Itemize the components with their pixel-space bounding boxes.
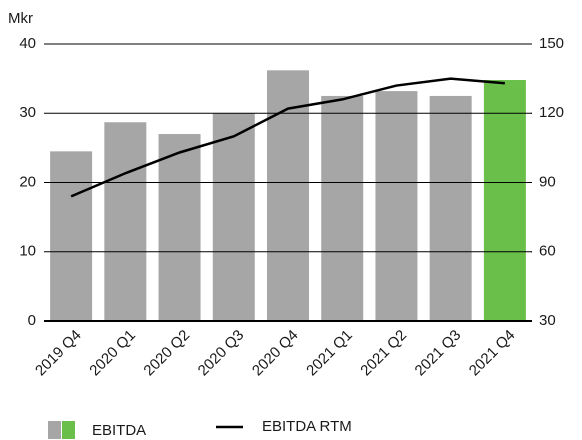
y-axis-label: Mkr: [8, 10, 33, 27]
y2-tick-label: 30: [539, 312, 556, 329]
x-tick-label: 2021 Q4: [466, 327, 519, 380]
x-tick-label: 2019 Q4: [32, 327, 85, 380]
y-tick-label: 0: [28, 312, 36, 329]
x-tick-label: 2021 Q2: [357, 327, 410, 380]
y-tick-label: 20: [19, 173, 36, 190]
bar: [429, 95, 472, 321]
x-tick-label: 2020 Q1: [86, 327, 139, 380]
x-tick-label: 2020 Q2: [140, 327, 193, 380]
y-tick-label: 30: [19, 104, 36, 121]
legend-label: EBITDA RTM: [262, 418, 352, 435]
legend-label: EBITDA: [92, 422, 146, 439]
bar: [212, 113, 255, 321]
y2-tick-label: 90: [539, 173, 556, 190]
bar: [50, 151, 93, 321]
bar: [104, 122, 147, 321]
x-tick-label: 2021 Q3: [412, 327, 465, 380]
x-tick-label: 2021 Q1: [303, 327, 356, 380]
x-tick-label: 2020 Q3: [195, 327, 248, 380]
bar: [483, 80, 526, 321]
bar: [158, 134, 201, 321]
bar: [375, 91, 418, 321]
y2-tick-label: 120: [539, 104, 564, 121]
line: [70, 77, 505, 198]
legend-swatch: [48, 421, 61, 439]
y2-tick-label: 60: [539, 243, 556, 260]
bar: [267, 70, 309, 321]
bar: [321, 95, 364, 321]
y2-tick-label: 150: [539, 35, 564, 52]
y-tick-label: 40: [19, 35, 36, 52]
x-tick-label: 2020 Q4: [249, 327, 302, 380]
legend-swatch: [62, 421, 75, 439]
y-tick-label: 10: [19, 243, 36, 260]
